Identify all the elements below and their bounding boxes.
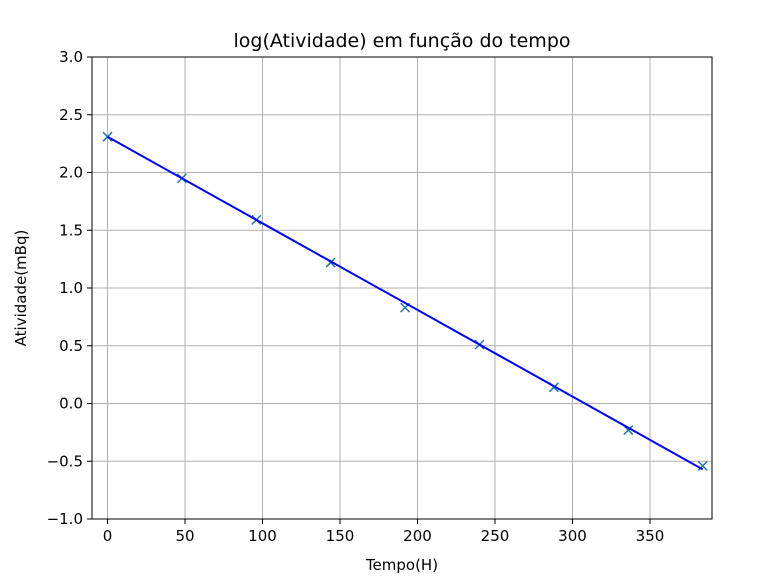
y-axis-label: Atividade(mBq) <box>12 230 30 347</box>
chart-title: log(Atividade) em função do tempo <box>233 30 570 52</box>
x-tick-label: 350 <box>636 527 665 545</box>
x-tick-label: 0 <box>103 527 113 545</box>
fit-line <box>107 135 704 471</box>
grid <box>92 56 712 520</box>
y-tick-label: −0.5 <box>47 452 83 470</box>
y-tick-label: 1.0 <box>59 279 83 297</box>
y-tick-label: 3.0 <box>59 48 83 66</box>
axis-ticks: 0 50 100 150 200 250 300 350 −1.0 −0.5 0.0 0.5 1.0 1.… <box>47 48 665 545</box>
x-tick-label: 100 <box>248 527 277 545</box>
plot-data <box>102 131 708 471</box>
x-tick-label: 150 <box>326 527 355 545</box>
x-tick-label: 250 <box>481 527 510 545</box>
y-tick-label: 2.5 <box>59 106 83 124</box>
y-tick-label: 0.0 <box>59 395 83 413</box>
x-tick-label: 300 <box>558 527 587 545</box>
y-tick-label: −1.0 <box>47 510 83 528</box>
y-tick-label: 2.0 <box>59 164 83 182</box>
y-tick-label: 1.5 <box>59 221 83 239</box>
x-tick-label: 200 <box>403 527 432 545</box>
x-tick-label: 50 <box>175 527 194 545</box>
x-axis-label: Tempo(H) <box>365 556 438 574</box>
y-tick-label: 0.5 <box>59 337 83 355</box>
data-point-marker <box>697 460 708 471</box>
